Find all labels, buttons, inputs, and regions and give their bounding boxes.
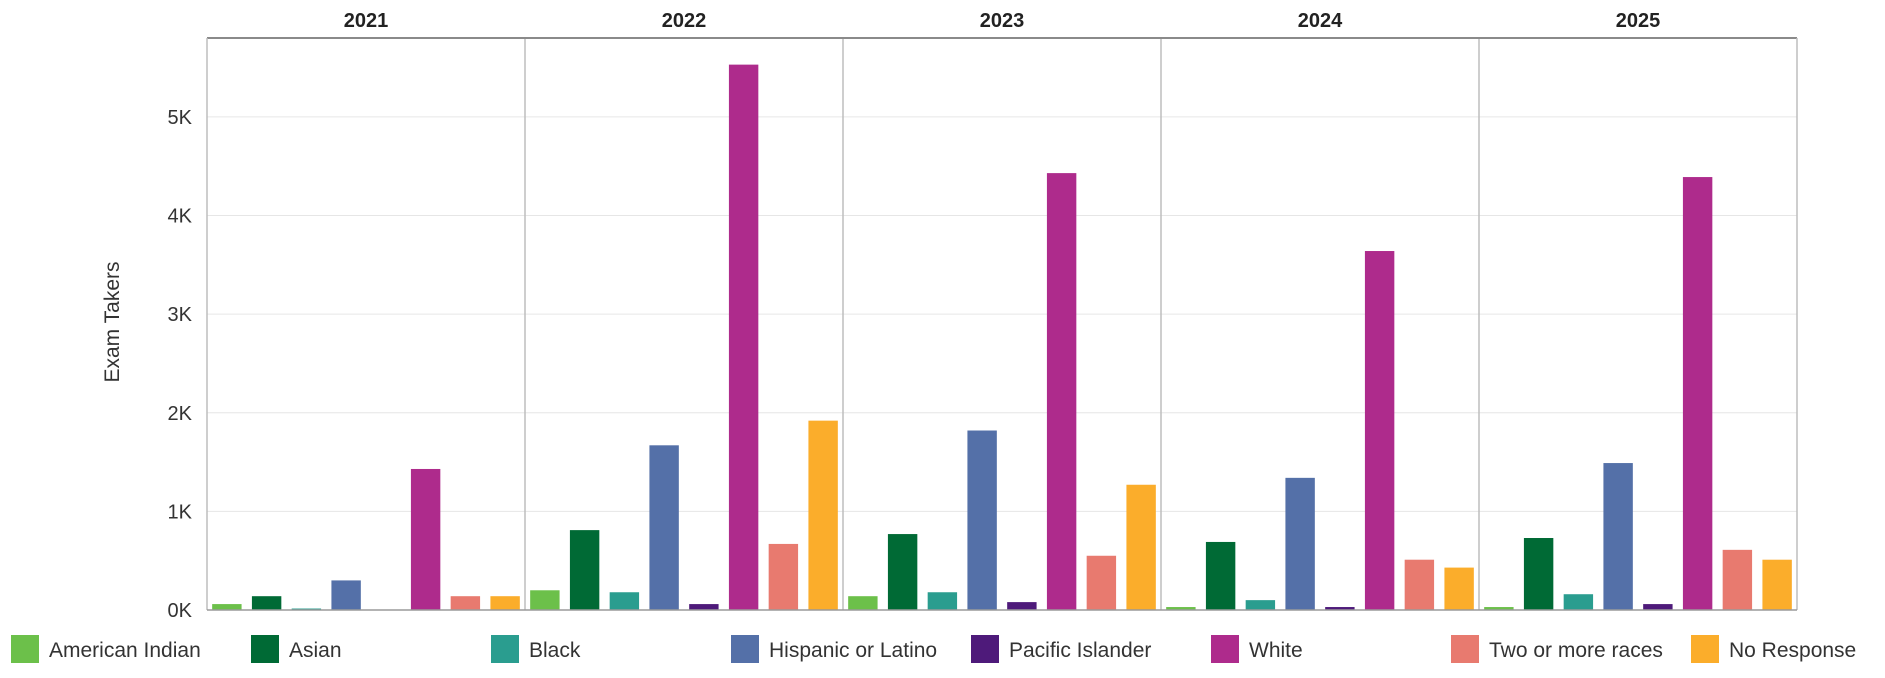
bar	[1007, 602, 1037, 610]
bar	[1444, 567, 1474, 610]
bar	[1285, 477, 1315, 610]
legend-label: Asian	[289, 639, 342, 662]
bar	[649, 445, 679, 610]
bar	[1046, 173, 1077, 610]
bar	[331, 580, 361, 610]
y-tick-label: 0K	[168, 600, 193, 622]
plot-frame	[206, 37, 1798, 611]
panel-title: 2021	[344, 10, 389, 32]
bar	[609, 592, 640, 610]
legend-item: Hispanic or Latino	[731, 635, 937, 663]
bar	[1325, 607, 1355, 610]
bar	[1205, 541, 1236, 610]
bar	[1722, 549, 1753, 610]
legend-swatch	[1211, 635, 1239, 663]
panel-title: 2024	[1298, 10, 1343, 32]
bar	[1404, 559, 1435, 610]
bar	[1484, 607, 1514, 610]
bar	[1762, 559, 1792, 610]
legend-swatch	[251, 635, 279, 663]
bars	[212, 64, 1792, 611]
legend-label: American Indian	[49, 639, 201, 662]
bar	[530, 590, 560, 610]
y-tick-label: 2K	[168, 403, 193, 425]
legend-item: Asian	[251, 635, 342, 663]
legend-item: Two or more races	[1451, 635, 1663, 663]
bar	[1603, 463, 1633, 610]
bar	[212, 604, 242, 610]
bar	[1563, 594, 1594, 610]
bar	[569, 530, 600, 610]
y-tick-label: 3K	[168, 304, 193, 326]
bar	[1364, 251, 1395, 610]
gridlines	[207, 116, 1797, 512]
legend-label: No Response	[1729, 639, 1856, 662]
bar	[808, 420, 838, 610]
bar	[967, 430, 997, 610]
legend-swatch	[1691, 635, 1719, 663]
legend-label: Black	[529, 639, 581, 662]
panel-title: 2025	[1616, 10, 1661, 32]
bar	[490, 596, 520, 610]
legend-swatch	[731, 635, 759, 663]
legend-swatch	[1451, 635, 1479, 663]
y-tick-label: 4K	[168, 206, 193, 228]
bar	[1245, 600, 1276, 610]
bar	[689, 604, 719, 610]
legend-item: Pacific Islander	[971, 635, 1151, 663]
y-tick-label: 1K	[168, 501, 193, 523]
y-axis-ticks: 0K 1K 2K 3K 4K 5K	[168, 107, 193, 622]
y-axis-title: Exam Takers	[101, 262, 124, 383]
legend-item: White	[1211, 635, 1303, 663]
bar	[1086, 555, 1117, 610]
legend-item: Black	[491, 635, 581, 663]
legend-label: Pacific Islander	[1009, 639, 1151, 662]
bar	[768, 543, 799, 610]
legend: American Indian Asian Black Hispanic or Lat…	[11, 635, 1856, 663]
bar	[450, 596, 481, 610]
bar	[410, 468, 441, 610]
bar	[1523, 538, 1554, 610]
panel-separators	[524, 38, 1480, 610]
bar	[927, 592, 958, 610]
bar	[848, 596, 878, 610]
legend-item: No Response	[1691, 635, 1856, 663]
panel-title: 2023	[980, 10, 1025, 32]
bar	[1126, 484, 1156, 610]
legend-item: American Indian	[11, 635, 201, 663]
legend-swatch	[491, 635, 519, 663]
bar	[1166, 607, 1196, 610]
panel-titles: 2021 2022 2023 2024 2025	[344, 10, 1661, 32]
legend-label: White	[1249, 639, 1303, 662]
legend-swatch	[971, 635, 999, 663]
y-tick-label: 5K	[168, 107, 193, 129]
bar	[728, 64, 759, 611]
bar	[1643, 604, 1673, 610]
bar	[1682, 177, 1713, 610]
legend-label: Two or more races	[1489, 639, 1663, 662]
legend-swatch	[11, 635, 39, 663]
bar	[251, 596, 282, 610]
bar	[887, 534, 918, 610]
panel-title: 2022	[662, 10, 707, 32]
legend-label: Hispanic or Latino	[769, 639, 937, 662]
